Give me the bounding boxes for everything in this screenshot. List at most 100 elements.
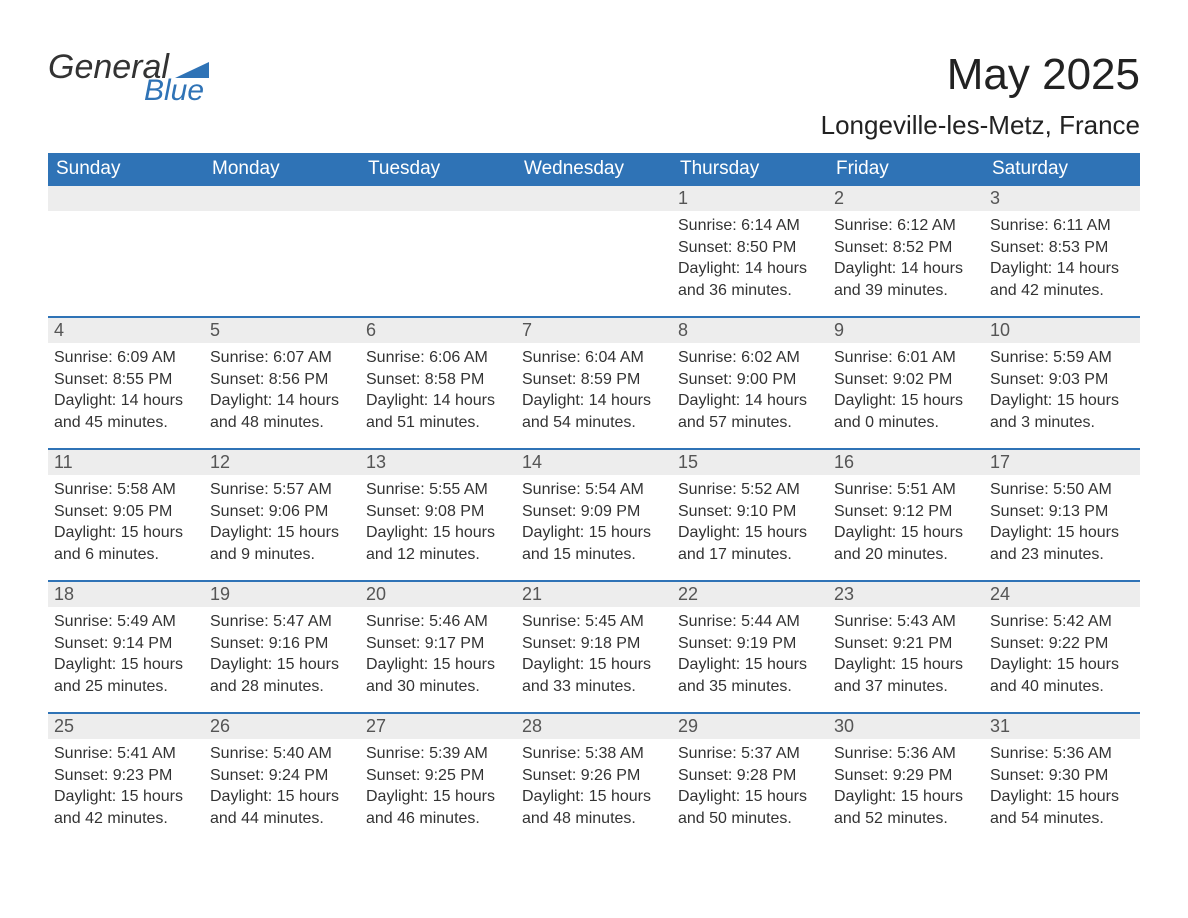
calendar-cell: 23Sunrise: 5:43 AMSunset: 9:21 PMDayligh… [828, 582, 984, 712]
cell-body: Sunrise: 5:39 AMSunset: 9:25 PMDaylight:… [360, 739, 516, 833]
calendar-cell: 18Sunrise: 5:49 AMSunset: 9:14 PMDayligh… [48, 582, 204, 712]
calendar-cell: 17Sunrise: 5:50 AMSunset: 9:13 PMDayligh… [984, 450, 1140, 580]
cell-date-number: 13 [360, 450, 516, 475]
sunrise-text: Sunrise: 5:36 AM [990, 743, 1134, 765]
sunset-text: Sunset: 9:29 PM [834, 765, 978, 787]
calendar-cell: 19Sunrise: 5:47 AMSunset: 9:16 PMDayligh… [204, 582, 360, 712]
sunrise-text: Sunrise: 5:42 AM [990, 611, 1134, 633]
cell-date-number: 19 [204, 582, 360, 607]
cell-body: Sunrise: 6:12 AMSunset: 8:52 PMDaylight:… [828, 211, 984, 305]
weekday-header: Wednesday [516, 153, 672, 186]
cell-body [360, 211, 516, 219]
sunset-text: Sunset: 9:28 PM [678, 765, 822, 787]
daylight-text: Daylight: 15 hours and 28 minutes. [210, 654, 354, 697]
cell-body: Sunrise: 5:59 AMSunset: 9:03 PMDaylight:… [984, 343, 1140, 437]
cell-date-number [48, 186, 204, 211]
daylight-text: Daylight: 15 hours and 15 minutes. [522, 522, 666, 565]
title-block: May 2025 Longeville-les-Metz, France [821, 50, 1140, 141]
daylight-text: Daylight: 15 hours and 33 minutes. [522, 654, 666, 697]
cell-date-number: 1 [672, 186, 828, 211]
daylight-text: Daylight: 15 hours and 50 minutes. [678, 786, 822, 829]
daylight-text: Daylight: 15 hours and 12 minutes. [366, 522, 510, 565]
cell-date-number: 5 [204, 318, 360, 343]
calendar-cell: 5Sunrise: 6:07 AMSunset: 8:56 PMDaylight… [204, 318, 360, 448]
sunrise-text: Sunrise: 5:51 AM [834, 479, 978, 501]
cell-body [204, 211, 360, 219]
calendar-cell: 26Sunrise: 5:40 AMSunset: 9:24 PMDayligh… [204, 714, 360, 844]
daylight-text: Daylight: 14 hours and 57 minutes. [678, 390, 822, 433]
sunrise-text: Sunrise: 5:58 AM [54, 479, 198, 501]
calendar-cell: 28Sunrise: 5:38 AMSunset: 9:26 PMDayligh… [516, 714, 672, 844]
cell-body: Sunrise: 5:43 AMSunset: 9:21 PMDaylight:… [828, 607, 984, 701]
sunset-text: Sunset: 8:52 PM [834, 237, 978, 259]
calendar-cell: 9Sunrise: 6:01 AMSunset: 9:02 PMDaylight… [828, 318, 984, 448]
cell-body: Sunrise: 5:46 AMSunset: 9:17 PMDaylight:… [360, 607, 516, 701]
sunrise-text: Sunrise: 5:37 AM [678, 743, 822, 765]
cell-date-number [516, 186, 672, 211]
sunset-text: Sunset: 9:06 PM [210, 501, 354, 523]
cell-body: Sunrise: 5:50 AMSunset: 9:13 PMDaylight:… [984, 475, 1140, 569]
calendar-cell: 2Sunrise: 6:12 AMSunset: 8:52 PMDaylight… [828, 186, 984, 316]
cell-date-number: 29 [672, 714, 828, 739]
daylight-text: Daylight: 15 hours and 42 minutes. [54, 786, 198, 829]
sunrise-text: Sunrise: 5:49 AM [54, 611, 198, 633]
cell-date-number: 22 [672, 582, 828, 607]
cell-date-number: 6 [360, 318, 516, 343]
sunrise-text: Sunrise: 5:38 AM [522, 743, 666, 765]
calendar-cell: 7Sunrise: 6:04 AMSunset: 8:59 PMDaylight… [516, 318, 672, 448]
cell-date-number: 31 [984, 714, 1140, 739]
daylight-text: Daylight: 15 hours and 3 minutes. [990, 390, 1134, 433]
cell-body: Sunrise: 5:42 AMSunset: 9:22 PMDaylight:… [984, 607, 1140, 701]
sunrise-text: Sunrise: 5:39 AM [366, 743, 510, 765]
daylight-text: Daylight: 14 hours and 36 minutes. [678, 258, 822, 301]
cell-date-number: 30 [828, 714, 984, 739]
cell-body: Sunrise: 5:47 AMSunset: 9:16 PMDaylight:… [204, 607, 360, 701]
daylight-text: Daylight: 15 hours and 17 minutes. [678, 522, 822, 565]
cell-date-number [360, 186, 516, 211]
weekday-header-row: Sunday Monday Tuesday Wednesday Thursday… [48, 153, 1140, 186]
daylight-text: Daylight: 15 hours and 9 minutes. [210, 522, 354, 565]
calendar-cell: 8Sunrise: 6:02 AMSunset: 9:00 PMDaylight… [672, 318, 828, 448]
weekday-header: Sunday [48, 153, 204, 186]
calendar-cell: 24Sunrise: 5:42 AMSunset: 9:22 PMDayligh… [984, 582, 1140, 712]
sunrise-text: Sunrise: 6:04 AM [522, 347, 666, 369]
cell-body: Sunrise: 5:54 AMSunset: 9:09 PMDaylight:… [516, 475, 672, 569]
cell-date-number: 4 [48, 318, 204, 343]
cell-body: Sunrise: 5:38 AMSunset: 9:26 PMDaylight:… [516, 739, 672, 833]
cell-date-number: 27 [360, 714, 516, 739]
cell-date-number: 7 [516, 318, 672, 343]
cell-date-number: 18 [48, 582, 204, 607]
sunset-text: Sunset: 9:25 PM [366, 765, 510, 787]
weekday-header: Friday [828, 153, 984, 186]
cell-body: Sunrise: 6:11 AMSunset: 8:53 PMDaylight:… [984, 211, 1140, 305]
sunset-text: Sunset: 9:16 PM [210, 633, 354, 655]
cell-date-number: 16 [828, 450, 984, 475]
sunrise-text: Sunrise: 6:11 AM [990, 215, 1134, 237]
cell-date-number: 11 [48, 450, 204, 475]
cell-body: Sunrise: 6:14 AMSunset: 8:50 PMDaylight:… [672, 211, 828, 305]
sunset-text: Sunset: 8:55 PM [54, 369, 198, 391]
cell-body: Sunrise: 5:36 AMSunset: 9:29 PMDaylight:… [828, 739, 984, 833]
calendar-cell: 6Sunrise: 6:06 AMSunset: 8:58 PMDaylight… [360, 318, 516, 448]
daylight-text: Daylight: 15 hours and 0 minutes. [834, 390, 978, 433]
calendar-cell: 20Sunrise: 5:46 AMSunset: 9:17 PMDayligh… [360, 582, 516, 712]
sunset-text: Sunset: 8:58 PM [366, 369, 510, 391]
daylight-text: Daylight: 14 hours and 45 minutes. [54, 390, 198, 433]
cell-date-number: 12 [204, 450, 360, 475]
calendar-week-row: 4Sunrise: 6:09 AMSunset: 8:55 PMDaylight… [48, 316, 1140, 448]
sunrise-text: Sunrise: 5:55 AM [366, 479, 510, 501]
cell-body: Sunrise: 6:02 AMSunset: 9:00 PMDaylight:… [672, 343, 828, 437]
sunrise-text: Sunrise: 5:47 AM [210, 611, 354, 633]
sunset-text: Sunset: 9:13 PM [990, 501, 1134, 523]
cell-date-number: 25 [48, 714, 204, 739]
cell-body: Sunrise: 5:52 AMSunset: 9:10 PMDaylight:… [672, 475, 828, 569]
sunrise-text: Sunrise: 5:41 AM [54, 743, 198, 765]
cell-body: Sunrise: 6:01 AMSunset: 9:02 PMDaylight:… [828, 343, 984, 437]
sunset-text: Sunset: 8:59 PM [522, 369, 666, 391]
cell-body: Sunrise: 5:36 AMSunset: 9:30 PMDaylight:… [984, 739, 1140, 833]
sunrise-text: Sunrise: 6:09 AM [54, 347, 198, 369]
sunset-text: Sunset: 9:05 PM [54, 501, 198, 523]
sunset-text: Sunset: 8:50 PM [678, 237, 822, 259]
sunrise-text: Sunrise: 6:02 AM [678, 347, 822, 369]
daylight-text: Daylight: 15 hours and 35 minutes. [678, 654, 822, 697]
